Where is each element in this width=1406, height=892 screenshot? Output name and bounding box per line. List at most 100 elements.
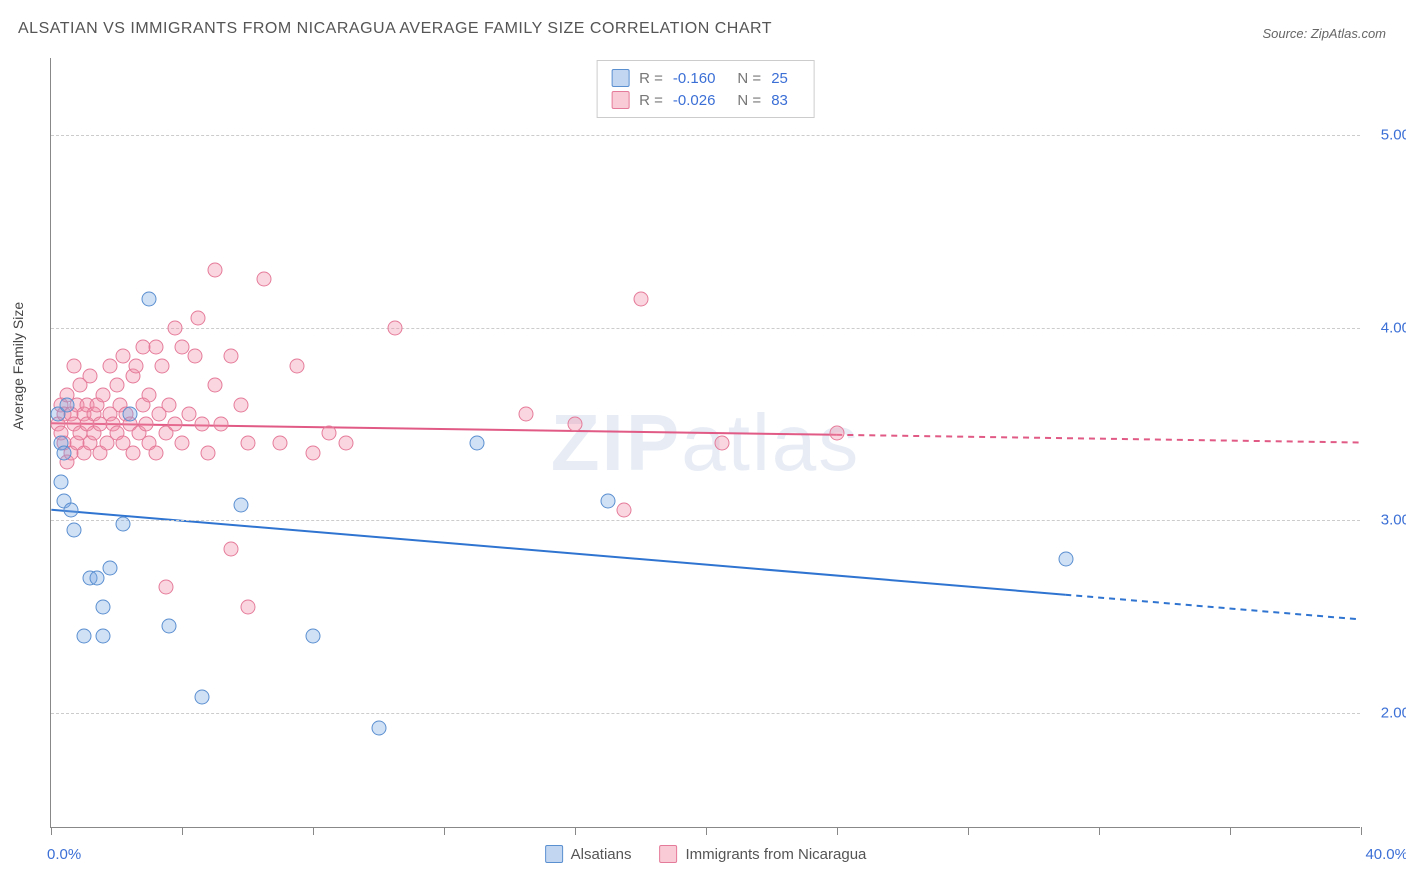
data-point — [240, 599, 255, 614]
data-point — [371, 720, 386, 735]
x-end-label: 40.0% — [1365, 846, 1406, 863]
legend-swatch — [611, 69, 629, 87]
gridline — [51, 520, 1360, 521]
x-start-label: 0.0% — [47, 846, 81, 863]
data-point — [600, 493, 615, 508]
data-point — [155, 359, 170, 374]
watermark-atlas: atlas — [681, 398, 860, 487]
data-point — [168, 320, 183, 335]
x-tick — [1230, 827, 1231, 835]
source-label: Source: ZipAtlas.com — [1262, 26, 1386, 41]
data-point — [168, 416, 183, 431]
n-value: 25 — [771, 70, 788, 87]
n-label: N = — [737, 92, 761, 109]
legend-swatch — [545, 845, 563, 863]
data-point — [66, 522, 81, 537]
stats-box: R =-0.160N =25R =-0.026N =83 — [596, 60, 815, 118]
data-point — [715, 436, 730, 451]
legend-label: Alsatians — [571, 846, 632, 863]
legend-item: Immigrants from Nicaragua — [659, 845, 866, 863]
data-point — [568, 416, 583, 431]
data-point — [240, 436, 255, 451]
y-tick-label: 4.00 — [1366, 319, 1406, 336]
data-point — [338, 436, 353, 451]
x-tick — [575, 827, 576, 835]
data-point — [181, 407, 196, 422]
data-point — [633, 291, 648, 306]
legend-swatch — [611, 91, 629, 109]
data-point — [289, 359, 304, 374]
data-point — [214, 416, 229, 431]
chart-container: ALSATIAN VS IMMIGRANTS FROM NICARAGUA AV… — [0, 0, 1406, 892]
x-tick — [313, 827, 314, 835]
data-point — [161, 397, 176, 412]
data-point — [129, 359, 144, 374]
x-tick — [182, 827, 183, 835]
data-point — [148, 339, 163, 354]
data-point — [96, 387, 111, 402]
y-tick-label: 2.00 — [1366, 704, 1406, 721]
stats-row: R = -0.026 N = 83 — [611, 89, 800, 111]
data-point — [102, 561, 117, 576]
data-point — [116, 349, 131, 364]
data-point — [322, 426, 337, 441]
data-point — [116, 516, 131, 531]
data-point — [96, 628, 111, 643]
data-point — [188, 349, 203, 364]
gridline — [51, 328, 1360, 329]
data-point — [66, 359, 81, 374]
data-point — [102, 359, 117, 374]
data-point — [89, 570, 104, 585]
n-label: N = — [737, 70, 761, 87]
legend-label: Immigrants from Nicaragua — [685, 846, 866, 863]
legend-swatch — [659, 845, 677, 863]
y-tick-label: 5.00 — [1366, 127, 1406, 144]
data-point — [233, 397, 248, 412]
x-tick — [837, 827, 838, 835]
watermark: ZIPatlas — [551, 397, 860, 489]
legend: Alsatians Immigrants from Nicaragua — [545, 845, 867, 863]
n-value: 83 — [771, 92, 788, 109]
data-point — [175, 339, 190, 354]
gridline — [51, 135, 1360, 136]
data-point — [125, 445, 140, 460]
data-point — [161, 618, 176, 633]
x-tick — [1361, 827, 1362, 835]
data-point — [76, 628, 91, 643]
data-point — [53, 474, 68, 489]
data-point — [207, 262, 222, 277]
data-point — [191, 310, 206, 325]
data-point — [201, 445, 216, 460]
data-point — [60, 397, 75, 412]
data-point — [273, 436, 288, 451]
data-point — [518, 407, 533, 422]
x-tick — [706, 827, 707, 835]
x-tick — [1099, 827, 1100, 835]
gridline — [51, 713, 1360, 714]
data-point — [306, 628, 321, 643]
data-point — [224, 541, 239, 556]
x-tick — [444, 827, 445, 835]
x-tick — [51, 827, 52, 835]
data-point — [142, 291, 157, 306]
data-point — [256, 272, 271, 287]
data-point — [194, 416, 209, 431]
data-point — [224, 349, 239, 364]
data-point — [109, 378, 124, 393]
data-point — [138, 416, 153, 431]
stats-row: R =-0.160N =25 — [611, 67, 800, 89]
data-point — [158, 580, 173, 595]
r-value: -0.026 — [673, 92, 716, 109]
data-point — [233, 497, 248, 512]
r-label: R = — [639, 92, 663, 109]
data-point — [57, 445, 72, 460]
y-tick-label: 3.00 — [1366, 512, 1406, 529]
y-axis-label: Average Family Size — [10, 302, 26, 430]
data-point — [96, 599, 111, 614]
data-point — [148, 445, 163, 460]
r-label: R = — [639, 70, 663, 87]
data-point — [387, 320, 402, 335]
x-tick — [968, 827, 969, 835]
data-point — [142, 387, 157, 402]
data-point — [830, 426, 845, 441]
